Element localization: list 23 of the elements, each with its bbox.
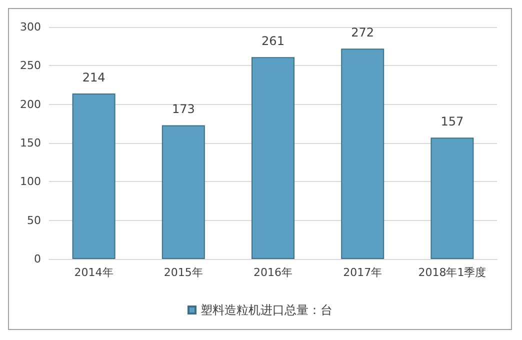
legend-label: 塑料造粒机进口总量：台 (200, 303, 332, 317)
x-tick-label: 2017年 (343, 266, 382, 279)
bar (72, 94, 116, 259)
data-label: 157 (440, 114, 464, 129)
y-tick-label: 250 (20, 59, 41, 72)
y-tick-label: 100 (20, 175, 41, 188)
x-tick-label: 2018年1季度 (418, 266, 486, 279)
bar (162, 125, 205, 259)
data-label: 261 (262, 34, 284, 48)
y-tick-label: 200 (20, 98, 41, 111)
data-label: 272 (351, 26, 374, 40)
bar (251, 57, 295, 259)
x-tick-label: 2014年 (74, 266, 114, 279)
x-tick-label: 2015年 (164, 266, 203, 279)
data-label: 173 (172, 102, 195, 116)
y-tick-label: 50 (27, 214, 41, 227)
x-tick-label: 2016年 (254, 266, 292, 279)
data-label: 214 (82, 70, 106, 85)
y-tick-label: 300 (20, 20, 41, 34)
y-tick-label: 0 (34, 252, 41, 266)
bar (341, 48, 384, 259)
bar (430, 138, 474, 259)
y-tick-label: 150 (20, 136, 41, 150)
